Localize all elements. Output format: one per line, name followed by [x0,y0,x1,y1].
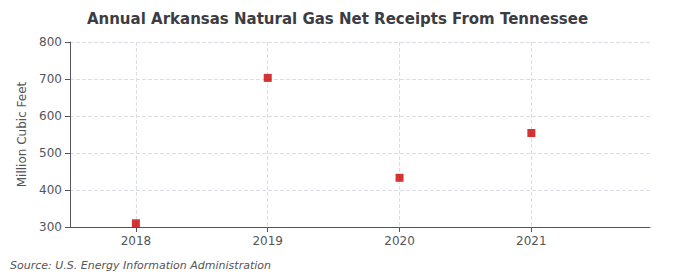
svg-text:800: 800 [39,35,62,49]
svg-text:700: 700 [39,72,62,86]
svg-text:300: 300 [39,220,62,234]
svg-text:2020: 2020 [384,234,415,248]
svg-text:2021: 2021 [516,234,547,248]
svg-text:500: 500 [39,146,62,160]
svg-text:Million Cubic Feet: Million Cubic Feet [15,81,29,187]
svg-text:Annual Arkansas Natural Gas Ne: Annual Arkansas Natural Gas Net Receipts… [87,10,588,28]
svg-text:600: 600 [39,109,62,123]
svg-text:2018: 2018 [121,234,152,248]
svg-text:400: 400 [39,183,62,197]
svg-text:2019: 2019 [252,234,283,248]
svg-text:Source: U.S. Energy Informatio: Source: U.S. Energy Information Administ… [10,259,271,272]
